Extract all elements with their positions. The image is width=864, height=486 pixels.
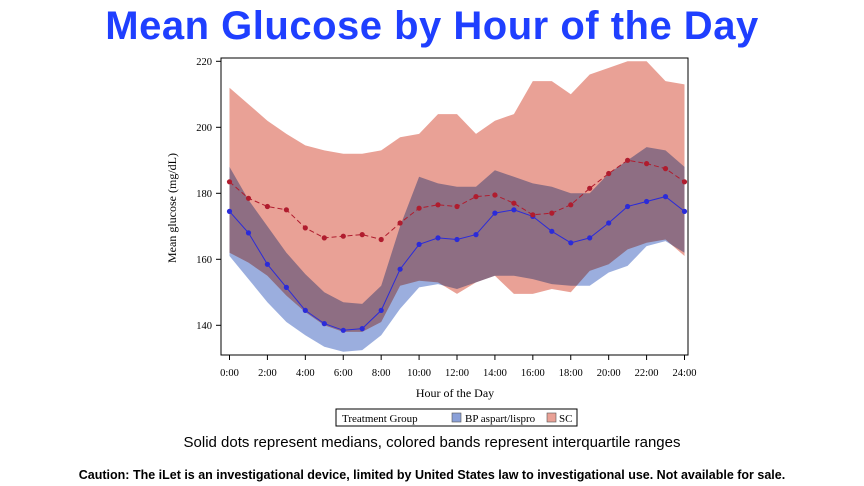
- x-tick-label: 20:00: [597, 368, 621, 379]
- x-tick-label: 6:00: [334, 368, 353, 379]
- median-point-bp: [644, 198, 650, 205]
- median-point-bp: [378, 307, 384, 313]
- y-tick-label: 140: [196, 321, 212, 332]
- median-point-sc: [606, 170, 612, 177]
- plot-frame: [220, 57, 689, 356]
- median-point-bp: [662, 194, 669, 200]
- x-tick-label: 2:00: [258, 368, 277, 379]
- median-point-bp: [625, 203, 631, 210]
- y-axis-ticks: 140 160 180 200 220: [196, 57, 221, 332]
- legend-title: Treatment Group: [342, 413, 418, 425]
- legend-swatch-sc: [546, 412, 557, 423]
- glucose-chart: 0:00 2:00 4:00 6:00 8:00 10:00 12:00 14:00 16:00…: [165, 57, 696, 427]
- median-point-bp: [245, 230, 252, 236]
- x-tick-label: 4:00: [296, 368, 315, 379]
- median-point-sc: [245, 195, 252, 201]
- median-point-sc: [226, 179, 233, 185]
- median-point-sc: [644, 161, 650, 167]
- y-tick-label: 180: [196, 189, 212, 200]
- median-point-bp: [283, 284, 289, 290]
- median-point-sc: [681, 179, 688, 185]
- chart-caption: Solid dots represent medians, colored ba…: [183, 434, 681, 451]
- median-point-sc: [378, 236, 384, 243]
- caution-notice: Caution: The iLet is an investigational …: [78, 468, 786, 482]
- median-point-sc: [568, 202, 574, 208]
- median-point-bp: [416, 241, 422, 247]
- iqr-band-bp: [229, 147, 685, 352]
- legend-label-bp: BP aspart/lispro: [465, 413, 536, 425]
- x-tick-label: 12:00: [445, 368, 469, 379]
- x-tick-label: 24:00: [673, 368, 697, 379]
- median-point-bp: [226, 208, 233, 214]
- x-tick-label: 16:00: [521, 368, 545, 379]
- median-point-bp: [340, 327, 346, 333]
- median-point-bp: [549, 228, 555, 234]
- legend-swatch-bp: [451, 412, 462, 423]
- median-point-bp: [511, 207, 517, 213]
- legend-label-sc: SC: [559, 413, 572, 425]
- y-tick-label: 200: [196, 123, 212, 134]
- median-point-sc: [492, 192, 498, 198]
- median-point-bp: [568, 240, 574, 246]
- median-point-sc: [359, 232, 365, 238]
- median-point-bp: [435, 235, 441, 241]
- median-point-sc: [321, 235, 327, 241]
- median-point-sc: [435, 202, 441, 208]
- median-point-sc: [454, 203, 460, 210]
- median-point-sc: [340, 233, 346, 239]
- median-point-sc: [511, 200, 517, 206]
- median-point-bp: [492, 210, 498, 216]
- iqr-bands: [229, 61, 685, 352]
- x-axis-label: Hour of the Day: [416, 386, 494, 400]
- x-tick-label: 0:00: [220, 368, 239, 379]
- y-axis-label: Mean glucose (mg/dL): [165, 153, 179, 263]
- median-point-sc: [662, 166, 669, 172]
- median-point-bp: [454, 236, 460, 243]
- median-point-bp: [359, 326, 365, 332]
- y-tick-label: 220: [196, 57, 212, 68]
- median-point-sc: [283, 207, 289, 213]
- median-point-sc: [302, 225, 308, 231]
- median-point-sc: [473, 194, 479, 200]
- x-tick-label: 18:00: [559, 368, 583, 379]
- median-points: [226, 157, 688, 333]
- median-point-bp: [302, 307, 308, 313]
- median-point-bp: [473, 232, 479, 238]
- median-point-bp: [681, 208, 688, 214]
- legend: Treatment Group BP aspart/lispro SC: [335, 408, 578, 427]
- median-point-bp: [587, 235, 593, 241]
- median-point-sc: [416, 205, 422, 211]
- median-point-sc: [530, 212, 536, 218]
- median-point-sc: [397, 220, 403, 226]
- x-tick-label: 8:00: [372, 368, 391, 379]
- median-point-bp: [397, 266, 403, 272]
- page-title: Mean Glucose by Hour of the Day: [105, 4, 759, 48]
- median-point-sc: [625, 157, 631, 163]
- median-point-sc: [549, 210, 555, 216]
- median-point-bp: [321, 321, 327, 327]
- median-point-bp: [264, 261, 270, 267]
- x-tick-label: 10:00: [407, 368, 431, 379]
- median-point-sc: [264, 203, 270, 210]
- median-point-sc: [587, 185, 593, 191]
- x-tick-label: 14:00: [483, 368, 507, 379]
- median-point-bp: [606, 220, 612, 226]
- y-tick-label: 160: [196, 255, 212, 266]
- x-axis-ticks: 0:00 2:00 4:00 6:00 8:00 10:00 12:00 14:00 16:00…: [220, 355, 696, 379]
- x-tick-label: 22:00: [635, 368, 659, 379]
